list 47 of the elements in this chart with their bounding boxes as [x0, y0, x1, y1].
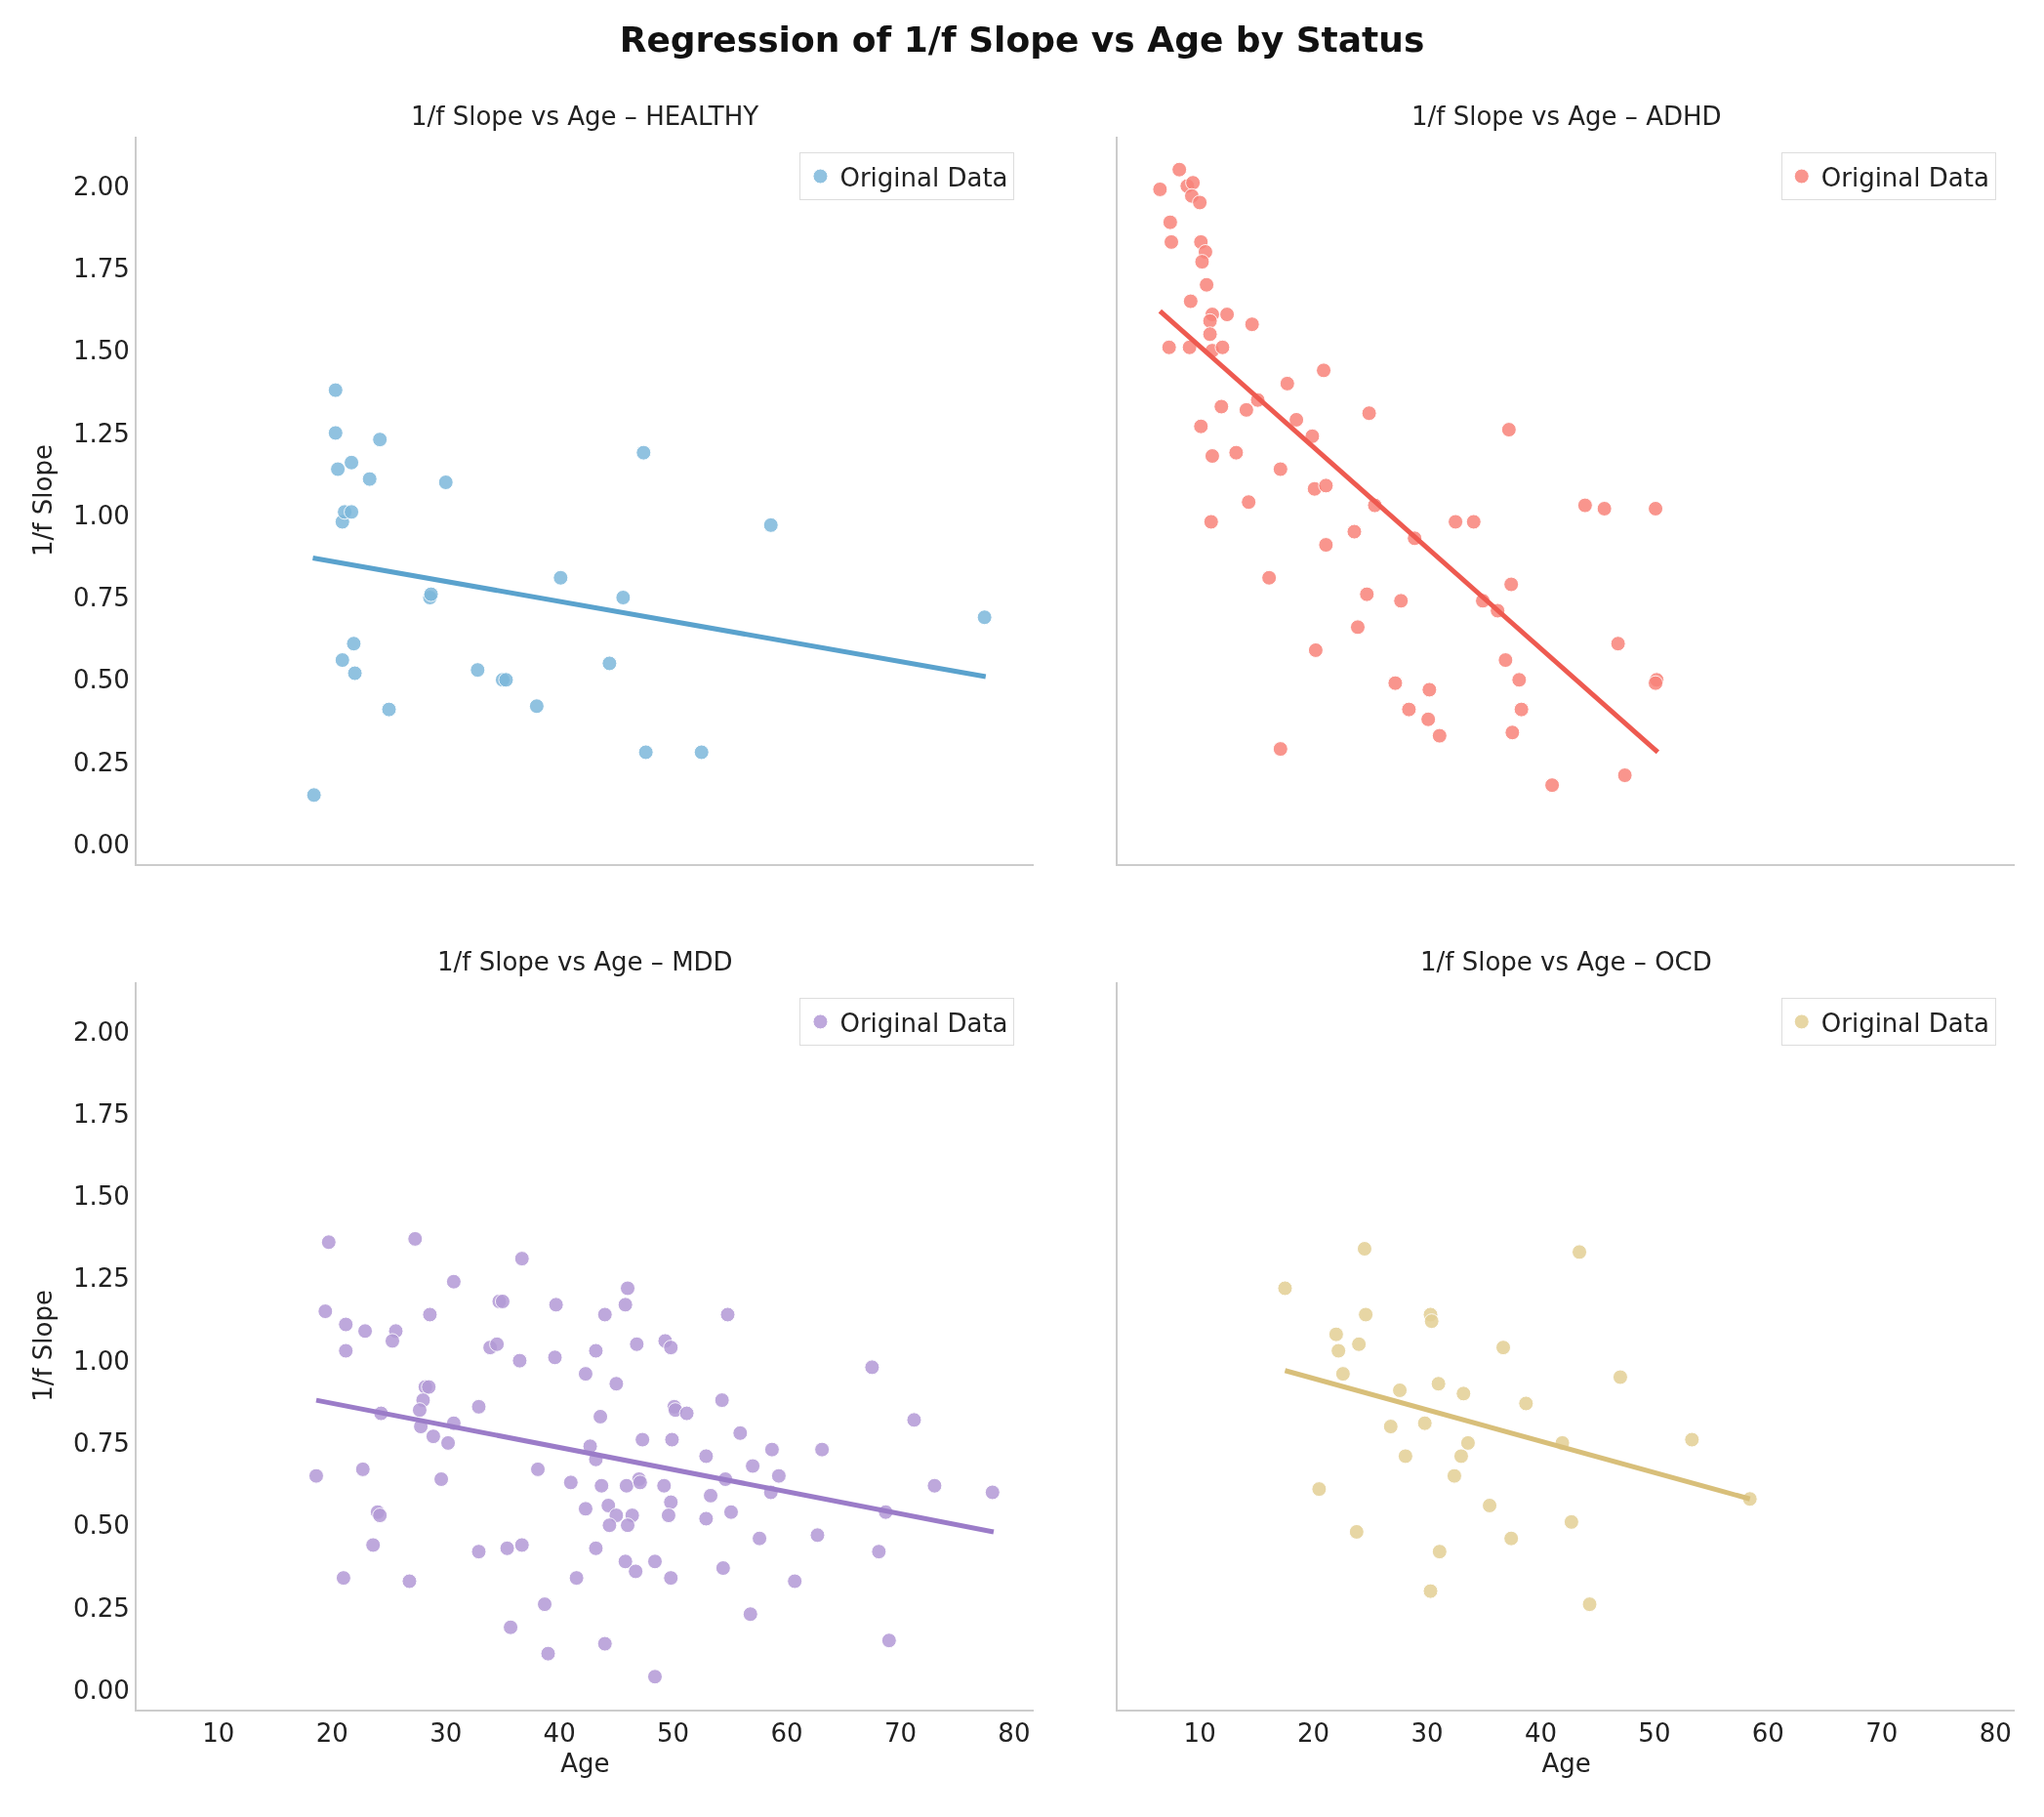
x-tick-label: 20: [1297, 1718, 1330, 1749]
y-tick-label: 0.50: [72, 665, 130, 695]
x-axis-title: Age: [560, 1749, 610, 1779]
chart-title: 1/f Slope vs Age – HEALTHY: [411, 102, 759, 131]
y-axis-title: 1/f Slope: [27, 1290, 58, 1402]
x-tick-label: 50: [1638, 1718, 1671, 1749]
y-tick-label: 1.00: [72, 500, 130, 530]
x-tick-label: 20: [315, 1718, 348, 1749]
x-tick-label: 40: [1524, 1718, 1557, 1749]
legend-label: Original Data: [1820, 1008, 1989, 1038]
x-tick-label: 50: [657, 1718, 690, 1749]
y-tick-label: 0.50: [72, 1510, 130, 1541]
x-tick-label: 60: [1751, 1718, 1784, 1749]
y-tick-label: 0.00: [72, 829, 130, 859]
legend-label: Original Data: [1820, 162, 1989, 192]
y-tick-label: 0.25: [72, 1592, 130, 1623]
x-tick-label: 10: [202, 1718, 235, 1749]
y-tick-label: 0.75: [72, 1428, 130, 1459]
y-tick-label: 2.00: [72, 171, 130, 201]
y-axis-title: 1/f Slope: [27, 444, 58, 557]
x-tick-label: 80: [1979, 1718, 2012, 1749]
legend-label: Original Data: [839, 1008, 1008, 1038]
y-tick-label: 0.00: [72, 1674, 130, 1705]
y-tick-label: 1.00: [72, 1345, 130, 1376]
y-tick-label: 1.50: [72, 1181, 130, 1212]
x-tick-label: 30: [429, 1718, 463, 1749]
x-tick-label: 60: [770, 1718, 803, 1749]
y-tick-label: 0.75: [72, 583, 130, 613]
text: Regression of 1/f Slope vs Age by Status: [619, 20, 1425, 61]
x-tick-label: 30: [1410, 1718, 1444, 1749]
y-tick-label: 1.25: [72, 418, 130, 448]
y-tick-label: 1.25: [72, 1263, 130, 1294]
y-tick-label: 1.50: [72, 336, 130, 366]
y-tick-label: 1.75: [72, 1098, 130, 1129]
x-tick-label: 10: [1183, 1718, 1216, 1749]
y-tick-label: 0.25: [72, 747, 130, 777]
y-tick-label: 2.00: [72, 1016, 130, 1047]
x-tick-label: 80: [998, 1718, 1031, 1749]
x-tick-label: 40: [543, 1718, 576, 1749]
x-axis-title: Age: [1541, 1749, 1591, 1779]
y-tick-label: 1.75: [72, 253, 130, 283]
x-tick-label: 70: [883, 1718, 918, 1749]
x-tick-label: 70: [1865, 1718, 1899, 1749]
chart-title: 1/f Slope vs Age – OCD: [1420, 947, 1712, 976]
chart-title: 1/f Slope vs Age – ADHD: [1411, 102, 1722, 131]
legend-label: Original Data: [839, 162, 1008, 192]
chart-title: 1/f Slope vs Age – MDD: [437, 947, 733, 976]
